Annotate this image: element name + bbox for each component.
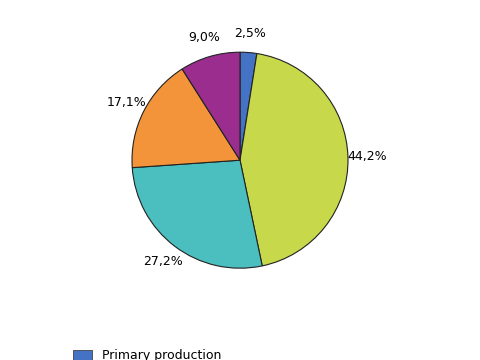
Text: 44,2%: 44,2% xyxy=(348,150,387,163)
Text: 17,1%: 17,1% xyxy=(107,96,146,109)
Wedge shape xyxy=(182,52,240,160)
Text: 27,2%: 27,2% xyxy=(144,255,183,268)
Wedge shape xyxy=(240,54,348,266)
Text: 2,5%: 2,5% xyxy=(234,27,266,40)
Legend: Primary production, Secondary production, Unspecified, Trade, transportation and: Primary production, Secondary production… xyxy=(71,347,369,360)
Text: 9,0%: 9,0% xyxy=(189,31,220,44)
Wedge shape xyxy=(132,160,262,268)
Wedge shape xyxy=(132,69,240,168)
Wedge shape xyxy=(240,52,257,160)
